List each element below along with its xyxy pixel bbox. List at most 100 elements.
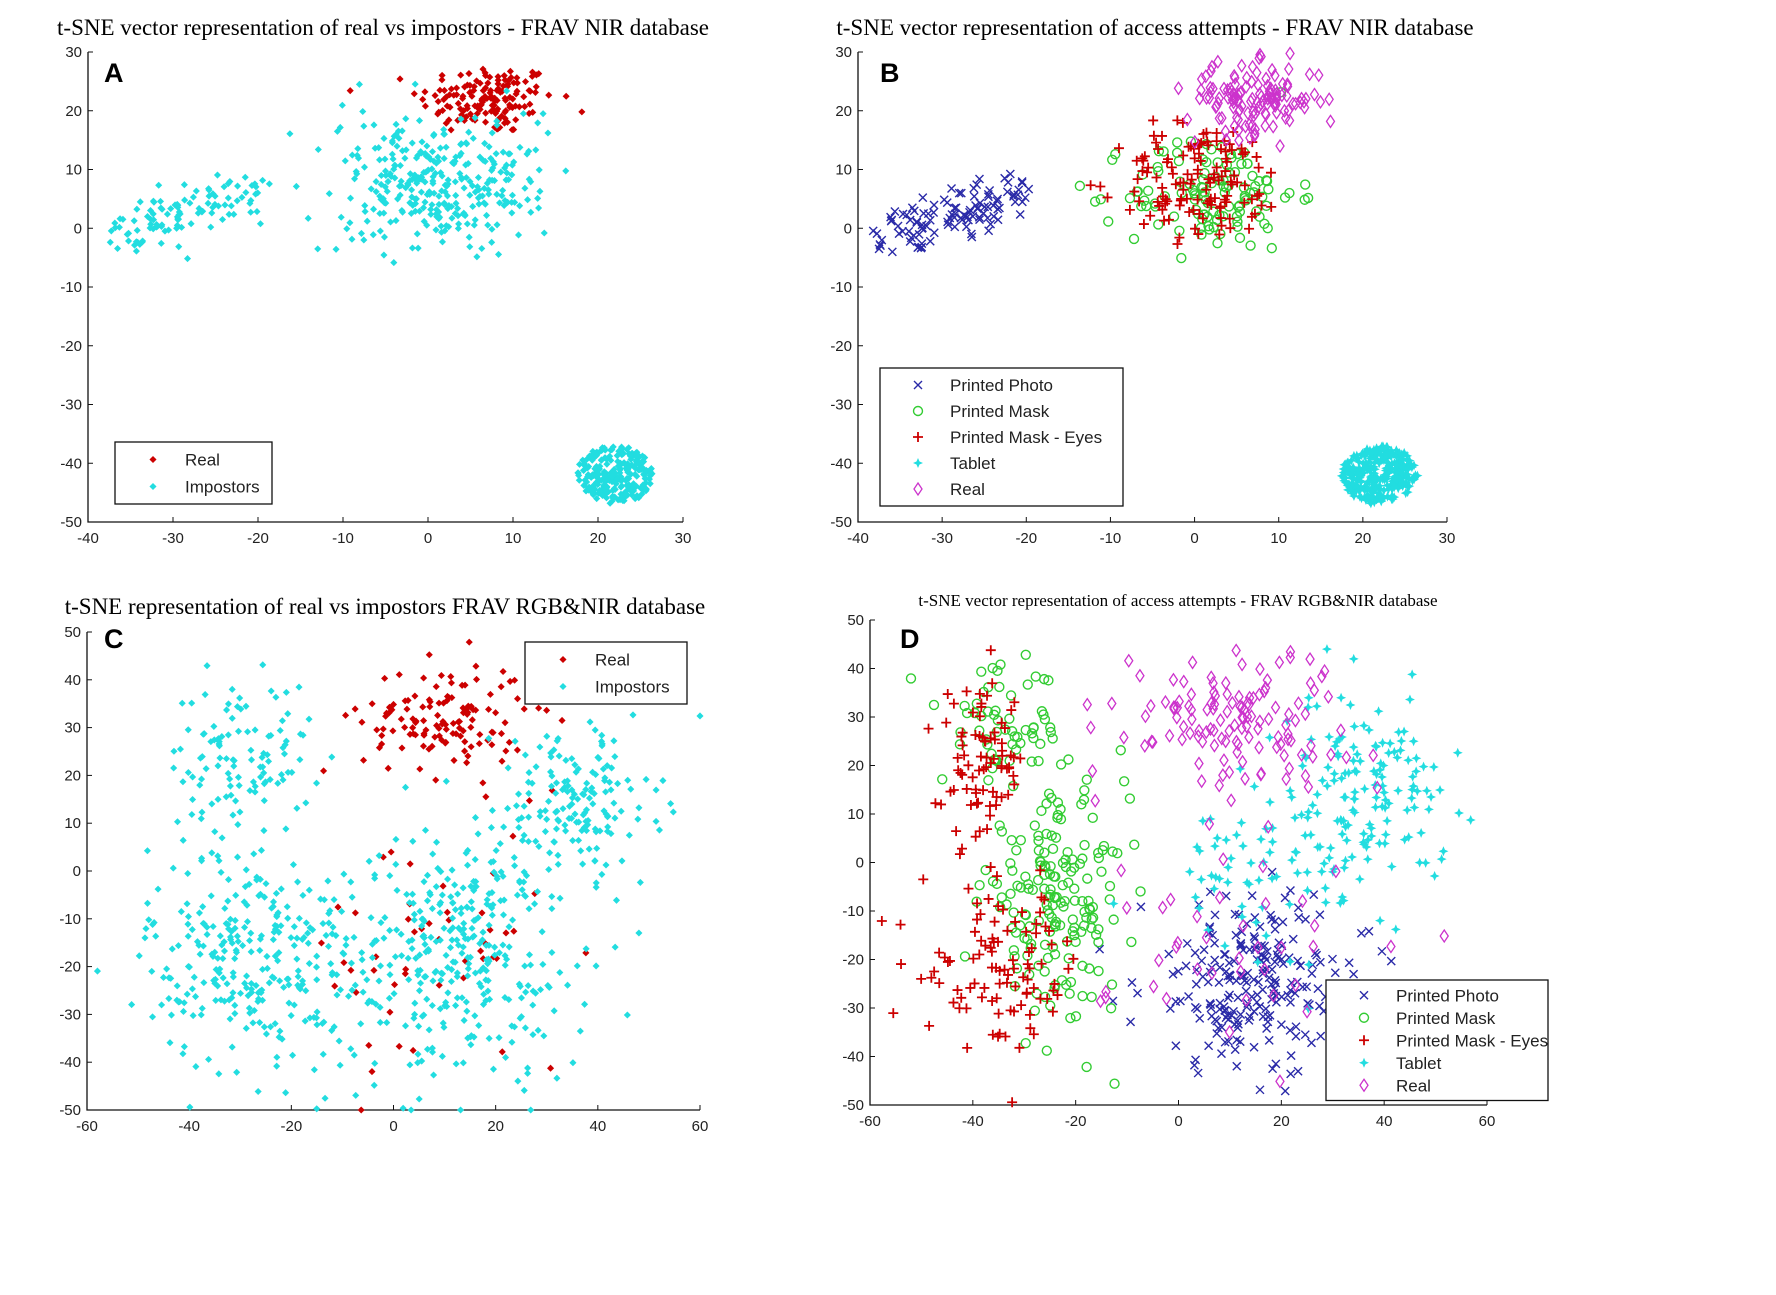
data-point	[1308, 749, 1318, 764]
data-point	[1236, 817, 1247, 828]
data-point	[930, 798, 941, 809]
data-point	[497, 730, 505, 738]
data-point	[925, 236, 935, 246]
data-point	[1028, 732, 1039, 744]
data-point	[428, 905, 436, 913]
data-point	[247, 208, 255, 216]
data-point	[1375, 915, 1386, 926]
data-point	[547, 753, 555, 761]
legend-marker	[149, 482, 157, 491]
data-point	[1069, 922, 1080, 933]
data-point	[1300, 179, 1311, 190]
data-point	[438, 970, 447, 978]
data-point	[421, 178, 429, 186]
data-point	[488, 904, 496, 912]
data-point	[535, 842, 543, 851]
data-point	[646, 472, 654, 480]
data-point	[554, 851, 562, 859]
data-point	[265, 979, 273, 987]
data-point	[1067, 914, 1079, 925]
data-point	[188, 810, 196, 819]
data-point	[485, 190, 493, 198]
data-point	[1238, 945, 1248, 955]
data-point	[1300, 706, 1311, 722]
data-point	[985, 645, 996, 656]
data-point	[415, 1022, 423, 1030]
data-point	[254, 997, 262, 1005]
data-point	[235, 782, 243, 790]
data-point	[1226, 853, 1237, 864]
data-point	[392, 130, 400, 138]
data-point	[380, 934, 388, 942]
data-point	[1258, 985, 1268, 995]
data-point	[1187, 184, 1199, 196]
data-point	[357, 229, 365, 237]
data-point	[1303, 702, 1314, 713]
data-point	[499, 941, 507, 949]
data-point	[459, 92, 467, 100]
data-point	[485, 890, 493, 898]
data-point	[1341, 835, 1352, 846]
data-point	[1132, 174, 1143, 185]
data-point	[335, 1037, 343, 1045]
data-point	[500, 823, 508, 831]
data-point	[293, 804, 301, 812]
data-point	[1009, 779, 1020, 790]
data-point	[1365, 498, 1376, 509]
data-point	[359, 988, 367, 996]
data-point	[1405, 459, 1416, 470]
data-point	[249, 1019, 257, 1027]
data-point	[1293, 956, 1303, 966]
data-point	[114, 244, 122, 253]
y-tick-label: 30	[847, 709, 864, 726]
data-point	[585, 845, 593, 853]
data-point	[461, 738, 469, 746]
data-point	[540, 1032, 548, 1040]
data-point	[380, 251, 388, 259]
data-point	[1314, 841, 1325, 852]
data-point	[1240, 195, 1252, 206]
data-point	[1042, 952, 1054, 964]
data-point	[453, 84, 461, 92]
data-point	[420, 878, 428, 886]
data-point	[1175, 996, 1185, 1006]
data-point	[526, 100, 534, 108]
data-point	[520, 93, 528, 101]
data-point	[302, 799, 310, 807]
data-point	[339, 949, 347, 957]
data-point	[942, 689, 953, 700]
data-point	[429, 850, 437, 858]
data-point	[998, 904, 1009, 915]
data-point	[545, 983, 553, 991]
data-point	[1237, 149, 1248, 160]
data-point	[143, 212, 152, 221]
data-point	[1285, 650, 1296, 665]
data-point	[1263, 711, 1274, 727]
data-point	[486, 926, 494, 934]
data-point	[536, 187, 544, 195]
data-point	[1246, 194, 1257, 205]
data-point	[1259, 962, 1270, 977]
data-point	[465, 233, 473, 241]
data-point	[1063, 877, 1074, 888]
data-point	[432, 226, 440, 234]
data-point	[598, 731, 606, 739]
data-point	[1222, 877, 1233, 888]
data-point	[638, 452, 647, 460]
data-point	[231, 955, 239, 963]
data-point	[455, 220, 463, 228]
data-point	[465, 638, 473, 646]
data-point	[277, 771, 286, 779]
data-point	[986, 946, 997, 957]
data-point	[1286, 733, 1296, 748]
data-point	[456, 170, 464, 178]
data-point	[1191, 979, 1201, 989]
data-point	[574, 836, 583, 844]
data-point	[464, 965, 472, 973]
data-point	[1215, 144, 1226, 155]
data-point	[178, 699, 186, 707]
data-point	[595, 754, 603, 763]
data-point	[472, 675, 481, 683]
data-point	[1404, 455, 1415, 466]
data-point	[1285, 644, 1296, 659]
